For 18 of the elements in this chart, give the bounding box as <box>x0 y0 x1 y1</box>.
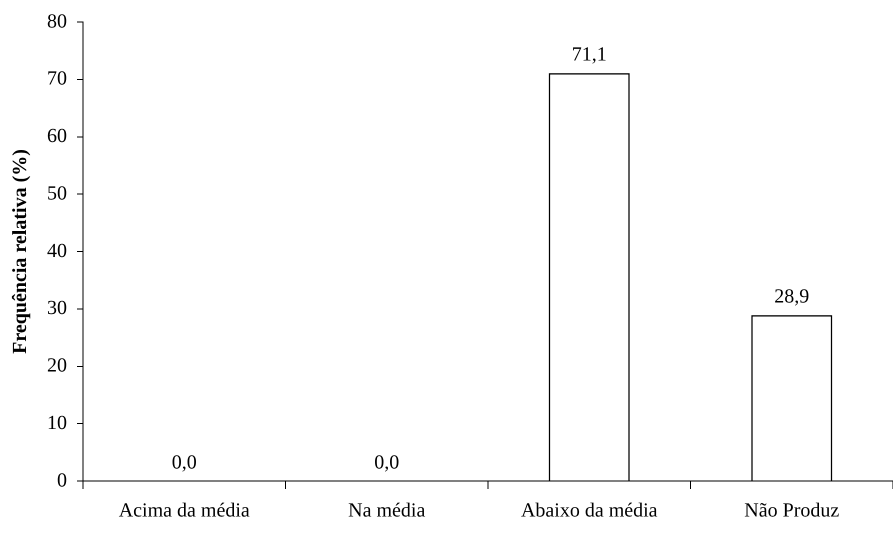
y-tick-label: 0 <box>57 469 67 492</box>
y-tick-label: 30 <box>47 297 67 320</box>
x-tick-label: Na média <box>348 499 426 522</box>
y-axis-title: Frequência relativa (%) <box>9 149 32 354</box>
y-tick-label: 10 <box>47 412 67 434</box>
data-label: 28,9 <box>774 285 810 308</box>
y-tick-label: 80 <box>47 10 67 32</box>
data-label: 0,0 <box>172 451 197 474</box>
y-tick-label: 50 <box>47 182 67 204</box>
y-tick-label: 60 <box>47 125 67 147</box>
data-label: 0,0 <box>374 451 400 474</box>
x-tick-label: Abaixo da média <box>520 499 658 522</box>
data-label: 71,1 <box>572 43 607 66</box>
y-tick-label: 70 <box>47 68 67 90</box>
x-tick-label: Não Produz <box>744 499 840 522</box>
y-tick-label: 40 <box>47 240 67 262</box>
y-tick-label: 20 <box>47 354 67 376</box>
x-tick-label: Acima da média <box>118 499 250 522</box>
